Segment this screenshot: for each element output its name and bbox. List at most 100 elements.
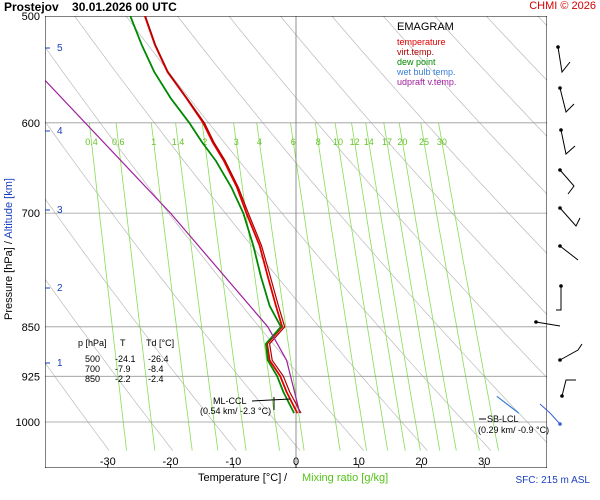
station-title: Prostejov 30.01.2026 00 UTC xyxy=(4,0,177,14)
dry-adiabat-line xyxy=(125,16,492,451)
mixing-ratio-lines: 0.4 0.6 1 1.4 2 3 4 6 8 10 12 14 17 20 25 30 xyxy=(85,122,499,451)
surface-wind-barb xyxy=(539,403,561,425)
mixing-ratio-tick-label: 0.6 xyxy=(112,137,125,147)
dry-adiabat-line xyxy=(45,278,174,451)
dry-adiabat-line xyxy=(45,362,110,451)
altitude-tick-label: 4 xyxy=(57,126,63,137)
mixing-ratio-line xyxy=(398,122,457,451)
dry-adiabat-line xyxy=(382,16,547,195)
mixing-ratio-tick-label: 17 xyxy=(382,137,392,147)
dry-adiabat-line xyxy=(566,0,600,451)
dry-adiabat-line xyxy=(331,16,547,255)
pressure-tick-label: 500 xyxy=(22,11,40,23)
series-line-3 xyxy=(496,395,520,414)
mixing-ratio-tick-label: 6 xyxy=(291,137,296,147)
mixing-ratio-line xyxy=(314,122,367,451)
table-cell: 500 xyxy=(85,354,100,364)
mixing-ratio-tick-label: 10 xyxy=(333,137,343,147)
legend-item: temperature xyxy=(397,37,446,47)
y-label-pressure: Pressure [hPa] xyxy=(3,247,15,320)
sb-lcl-label: SB-LCL xyxy=(487,414,519,424)
series-line-4 xyxy=(45,79,301,414)
dry-adiabat-line xyxy=(279,16,547,316)
table-header: Td [°C] xyxy=(146,338,174,348)
x-tick-label: 0 xyxy=(293,456,299,468)
wind-barb xyxy=(559,87,575,113)
table-cell: -2.2 xyxy=(115,374,131,384)
mixing-ratio-tick-label: 4 xyxy=(257,137,262,147)
x-tick-label: 10 xyxy=(353,456,365,468)
copyright-label: CHMI © 2026 xyxy=(529,0,596,12)
x-tick-label: -30 xyxy=(100,456,116,468)
mixing-ratio-line xyxy=(201,122,247,451)
x-tick-label: -20 xyxy=(163,456,179,468)
legend-item: dew point xyxy=(397,57,436,67)
dry-adiabat-line xyxy=(45,120,301,451)
mixing-ratio-line xyxy=(420,122,480,451)
table-cell: 850 xyxy=(85,374,100,384)
ml-ccl-label: ML-CCL xyxy=(213,396,247,406)
mixing-ratio-line xyxy=(290,122,341,451)
mixing-ratio-tick-label: 3 xyxy=(234,137,239,147)
wind-barb xyxy=(559,169,575,195)
mixing-ratio-tick-label: 25 xyxy=(419,137,429,147)
level-table: p [hPa] T Td [°C] 500 -24.1 -26.4 700 -7.9 -8.4 8… xyxy=(78,338,174,384)
pressure-tick-label: 1000 xyxy=(16,417,40,429)
altitude-tick-label: 2 xyxy=(57,283,63,294)
grid-lines xyxy=(45,16,547,468)
wind-barb xyxy=(560,129,576,155)
wind-barb xyxy=(557,46,571,74)
wind-barb xyxy=(559,245,579,261)
y-axis-label: Pressure [hPa] / Altitude [km] xyxy=(3,159,17,339)
wind-barb xyxy=(559,343,583,361)
pressure-tick-label: 700 xyxy=(22,208,40,220)
wind-barbs xyxy=(534,45,583,426)
ml-ccl-value: (0.54 km/ -2.3 °C) xyxy=(200,406,271,416)
dry-adiabat-line xyxy=(45,198,237,451)
table-cell: -26.4 xyxy=(148,354,169,364)
mixing-ratio-tick-label: 1.4 xyxy=(172,137,185,147)
table-header: T xyxy=(120,338,126,348)
dry-adiabat-line xyxy=(45,46,364,451)
mixing-ratio-tick-label: 2 xyxy=(202,137,207,147)
table-cell: -7.9 xyxy=(115,364,131,374)
altitude-tick-label: 5 xyxy=(57,43,63,54)
x-tick-label: 30 xyxy=(478,456,490,468)
pressure-tick-label: 600 xyxy=(22,118,40,130)
mixing-ratio-tick-label: 30 xyxy=(437,137,447,147)
mixing-ratio-tick-label: 20 xyxy=(397,137,407,147)
mixing-ratio-line xyxy=(351,122,406,451)
legend-title: EMAGRAM xyxy=(397,21,454,33)
mixing-ratio-line xyxy=(334,122,389,451)
ml-ccl-pointer xyxy=(251,398,291,402)
wind-barb xyxy=(559,207,581,227)
wind-barb xyxy=(535,321,561,327)
altitude-tick-label: 1 xyxy=(57,358,63,369)
table-cell: -24.1 xyxy=(115,354,136,364)
mixing-ratio-line xyxy=(383,122,441,451)
profile-series xyxy=(45,16,520,414)
x-label-temperature: Temperature [°C] xyxy=(198,472,282,484)
series-line-2 xyxy=(129,16,295,414)
mixing-ratio-tick-label: 14 xyxy=(364,137,374,147)
mixing-ratio-line xyxy=(89,122,127,451)
mixing-ratio-tick-label: 1 xyxy=(151,137,156,147)
legend-item: udpraft v.temp. xyxy=(397,77,456,87)
table-cell: 700 xyxy=(85,364,100,374)
pressure-tick-label: 925 xyxy=(22,371,40,383)
mixing-ratio-tick-label: 8 xyxy=(316,137,321,147)
x-label-mixing-ratio: Mixing ratio [g/kg] xyxy=(302,472,389,484)
series-line-1 xyxy=(144,16,302,414)
mixing-ratio-line xyxy=(175,122,219,451)
mixing-ratio-line xyxy=(115,122,156,451)
mixing-ratio-line xyxy=(150,122,193,451)
sb-lcl-value: (0.29 km/ -0.9 °C) xyxy=(478,425,549,435)
surface-wind-dot xyxy=(558,422,562,426)
mixing-ratio-tick-label: 0.4 xyxy=(85,137,98,147)
x-tick-label: -10 xyxy=(225,456,241,468)
y-label-separator: / xyxy=(3,238,15,248)
annotations: ML-CCL(0.54 km/ -2.3 °C) SB-LCL(0.29 km/ … xyxy=(200,396,549,435)
